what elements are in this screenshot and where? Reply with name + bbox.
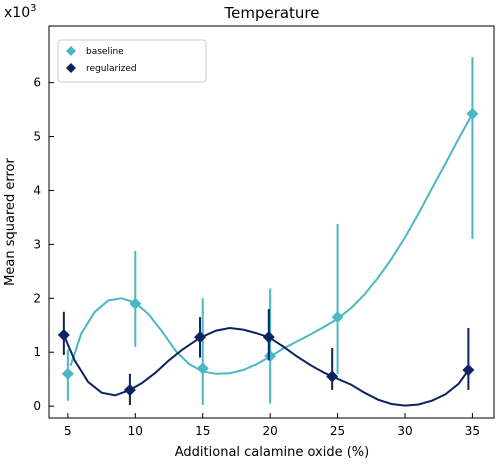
data-point-baseline (264, 349, 277, 362)
x-tick-label: 20 (263, 424, 278, 438)
plot-frame (48, 25, 495, 419)
data-point-regularized (262, 331, 275, 344)
y-tick-label: 3 (33, 237, 41, 251)
y-tick-label: 4 (33, 183, 41, 197)
y-multiplier-base: x10 (4, 5, 30, 21)
axis-ticks: 5 10 15 20 25 30 35 0 1 2 3 4 5 6 (33, 76, 480, 438)
x-tick-label: 25 (330, 424, 345, 438)
data-point-regularized (57, 328, 70, 341)
data-point-regularized (194, 331, 207, 344)
chart-title: Temperature (223, 4, 319, 22)
y-tick-label: 6 (33, 76, 41, 90)
y-tick-label: 5 (33, 130, 41, 144)
y-multiplier-exponent: 3 (30, 3, 36, 14)
legend-item-baseline: baseline (66, 46, 124, 57)
data-point-baseline (196, 362, 209, 375)
x-axis-label: Additional calamine oxide (%) (175, 445, 369, 460)
legend: baseline regularized (57, 39, 207, 83)
data-point-baseline (466, 107, 479, 120)
y-tick-label: 2 (33, 291, 41, 305)
legend-frame (57, 39, 207, 83)
x-tick-label: 15 (195, 424, 210, 438)
plot-area (57, 57, 479, 407)
y-axis-label: Mean squared error (3, 158, 18, 286)
data-point-regularized (462, 364, 475, 377)
data-point-baseline (331, 311, 344, 324)
x-tick-label: 35 (465, 424, 480, 438)
legend-marker-regularized (66, 63, 76, 73)
x-tick-label: 5 (64, 424, 72, 438)
x-tick-label: 10 (128, 424, 143, 438)
legend-label-regularized: regularized (86, 64, 137, 74)
legend-item-regularized: regularized (66, 63, 137, 74)
series-regularized (57, 309, 475, 407)
data-point-baseline (61, 367, 74, 380)
legend-label-baseline: baseline (86, 47, 124, 57)
y-tick-label: 0 (33, 399, 41, 413)
legend-marker-baseline (66, 46, 76, 56)
data-point-regularized (123, 383, 136, 396)
series-baseline (61, 57, 479, 406)
y-tick-label: 1 (33, 345, 41, 359)
x-tick-label: 30 (397, 424, 412, 438)
data-point-baseline (129, 297, 142, 310)
y-multiplier: x103 (4, 3, 36, 21)
data-point-regularized (326, 370, 339, 383)
